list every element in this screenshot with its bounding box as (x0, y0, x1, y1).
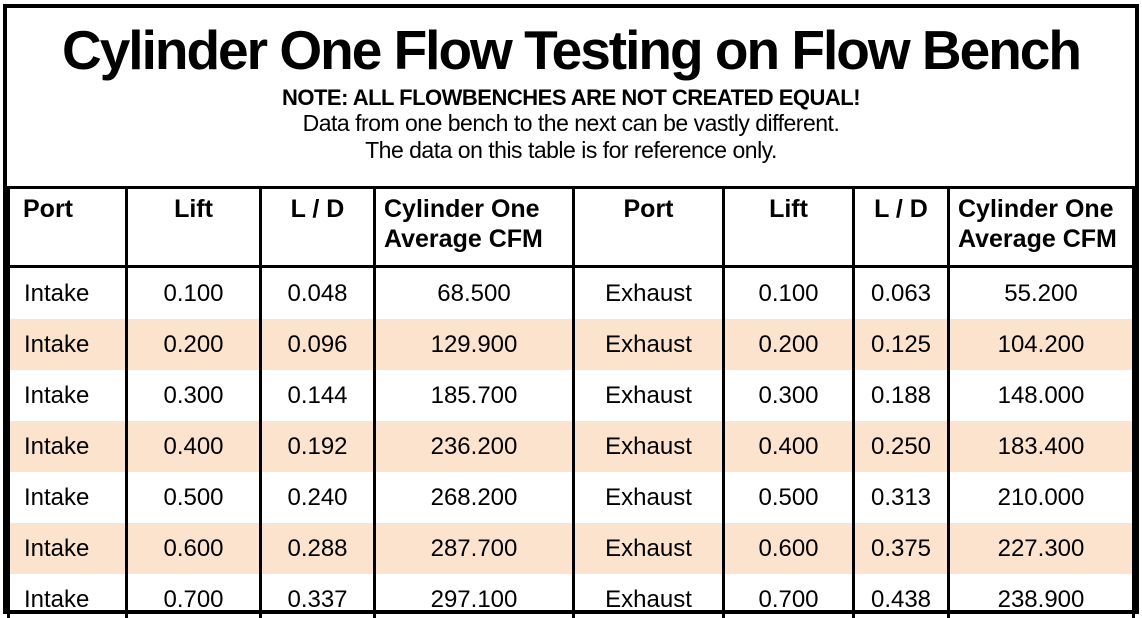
table-row: Intake 0.500 0.240 268.200 Exhaust 0.500… (7, 472, 1135, 523)
table-row: Intake 0.300 0.144 185.700 Exhaust 0.300… (7, 370, 1135, 421)
table-cell: 0.700 (125, 574, 262, 618)
note-line-2: Data from one bench to the next can be v… (302, 110, 840, 137)
table-cell: 210.000 (947, 472, 1135, 523)
table-cell: Exhaust (572, 370, 725, 421)
table-cell: 0.500 (722, 472, 855, 523)
table-cell: 0.438 (852, 574, 950, 618)
table-cell: 0.096 (259, 319, 376, 370)
flow-table-graphic: Cylinder One Flow Testing on Flow Bench … (3, 4, 1139, 618)
table-cell: 0.125 (852, 319, 950, 370)
table-row: Intake 0.100 0.048 68.500 Exhaust 0.100 … (7, 266, 1135, 319)
table-cell: 0.200 (722, 319, 855, 370)
table-cell: 0.400 (722, 421, 855, 472)
header-ld-exhaust: L / D (852, 187, 950, 268)
table-cell: 0.063 (852, 266, 950, 319)
table-cell: 238.900 (947, 574, 1135, 618)
table-cell: Exhaust (572, 266, 725, 319)
table-cell: 0.500 (125, 472, 262, 523)
table-cell: 0.600 (125, 523, 262, 574)
table-row: Intake 0.600 0.288 287.700 Exhaust 0.600… (7, 523, 1135, 574)
title-block: Cylinder One Flow Testing on Flow Bench … (7, 8, 1135, 186)
table-cell: Exhaust (572, 319, 725, 370)
table-cell: 0.700 (722, 574, 855, 618)
table-cell: 148.000 (947, 370, 1135, 421)
table-cell: 183.400 (947, 421, 1135, 472)
table-cell: 287.700 (373, 523, 575, 574)
table-cell: 268.200 (373, 472, 575, 523)
note-line-1: NOTE: ALL FLOWBENCHES ARE NOT CREATED EQ… (281, 84, 861, 110)
table-cell: 0.144 (259, 370, 376, 421)
table-row: Intake 0.400 0.192 236.200 Exhaust 0.400… (7, 421, 1135, 472)
table-cell: Intake (7, 523, 128, 574)
table-cell: 0.337 (259, 574, 376, 618)
table-cell: 0.200 (125, 319, 262, 370)
table-cell: Intake (7, 574, 128, 618)
table-cell: 0.240 (259, 472, 376, 523)
table-cell: 185.700 (373, 370, 575, 421)
table-cell: 55.200 (947, 266, 1135, 319)
table-cell: 297.100 (373, 574, 575, 618)
table-cell: 0.192 (259, 421, 376, 472)
header-row: Port Lift L / D Cylinder One Average CFM… (7, 187, 1135, 268)
table-cell: 129.900 (373, 319, 575, 370)
table-cell: 0.048 (259, 266, 376, 319)
table-cell: 0.375 (852, 523, 950, 574)
table-row: Intake 0.200 0.096 129.900 Exhaust 0.200… (7, 319, 1135, 370)
note-line-3: The data on this table is for reference … (365, 136, 777, 163)
table-cell: 0.188 (852, 370, 950, 421)
header-cfm-intake: Cylinder One Average CFM (373, 187, 575, 268)
header-ld-intake: L / D (259, 187, 376, 268)
table-cell: Intake (7, 319, 128, 370)
header-lift-exhaust: Lift (722, 187, 855, 268)
header-port-exhaust: Port (572, 187, 725, 268)
page-title: Cylinder One Flow Testing on Flow Bench (62, 19, 1082, 81)
table-cell: 0.288 (259, 523, 376, 574)
table-cell: Exhaust (572, 523, 725, 574)
header-lift-intake: Lift (125, 187, 262, 268)
table-cell: 0.313 (852, 472, 950, 523)
flow-data-table: Port Lift L / D Cylinder One Average CFM… (7, 186, 1135, 618)
table-cell: 236.200 (373, 421, 575, 472)
table-cell: 0.300 (722, 370, 855, 421)
table-cell: 0.400 (125, 421, 262, 472)
table-cell: 0.250 (852, 421, 950, 472)
table-cell: 0.100 (125, 266, 262, 319)
header-cfm-exhaust: Cylinder One Average CFM (947, 187, 1135, 268)
table-cell: Exhaust (572, 472, 725, 523)
table-row: Intake 0.700 0.337 297.100 Exhaust 0.700… (7, 574, 1135, 618)
table-cell: 227.300 (947, 523, 1135, 574)
table-cell: 68.500 (373, 266, 575, 319)
table-cell: 0.300 (125, 370, 262, 421)
table-cell: Intake (7, 370, 128, 421)
table-cell: Intake (7, 266, 128, 319)
table-cell: Exhaust (572, 421, 725, 472)
table-cell: 0.600 (722, 523, 855, 574)
table-cell: Intake (7, 472, 128, 523)
table-cell: Exhaust (572, 574, 725, 618)
table-cell: 104.200 (947, 319, 1135, 370)
table-cell: 0.100 (722, 266, 855, 319)
header-port-intake: Port (7, 187, 128, 268)
table-cell: Intake (7, 421, 128, 472)
